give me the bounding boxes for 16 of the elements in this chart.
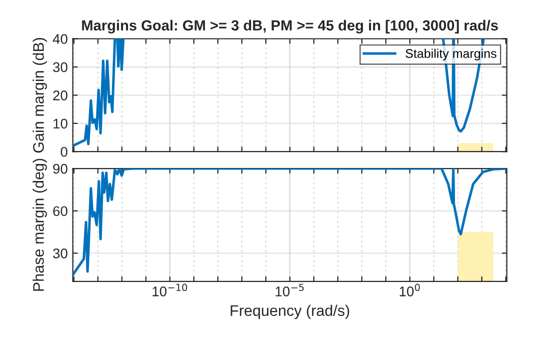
x-tick-label: 10$^{0}$ — [400, 284, 420, 296]
chart-title: Margins Goal: GM >= 3 dB, PM >= 45 deg in [100, 3000] rad/s — [82, 20, 498, 34]
y-tick-label: 0 — [60, 146, 68, 157]
y-tick-label: 60 — [53, 206, 68, 216]
x-axis-title: Frequency (rad/s) — [230, 304, 350, 319]
y-tick-label: 30 — [53, 248, 68, 258]
y-tick-label: 40 — [52, 34, 68, 44]
legend-label: Stability margins — [406, 48, 496, 60]
y-tick-label: 30 — [53, 62, 68, 72]
x-tick-label: 10$^{−10}$ — [152, 284, 188, 296]
y-tick-label: 20 — [53, 90, 68, 100]
y-tick-label: 90 — [53, 164, 68, 174]
x-tick-label: 10$^{−5}$ — [276, 284, 304, 296]
y-tick-label: 10 — [54, 118, 68, 129]
y-axis-title: Gain margin (dB) — [32, 38, 47, 153]
y-axis-title: Phase margin (deg) — [32, 158, 47, 291]
